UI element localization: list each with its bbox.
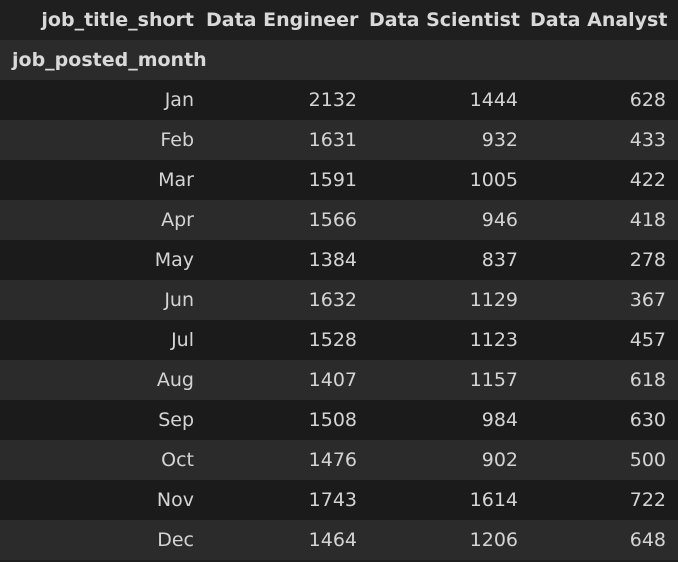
index-header-empty (530, 40, 678, 80)
row-index-label: Nov (0, 480, 206, 520)
cell-data-analyst: 628 (530, 80, 678, 120)
cell-data-analyst: 618 (530, 360, 678, 400)
row-index-label: Feb (0, 120, 206, 160)
row-index-label: Oct (0, 440, 206, 480)
cell-data-analyst: 630 (530, 400, 678, 440)
cell-data-engineer: 1528 (206, 320, 369, 360)
table-row: Nov 1743 1614 722 (0, 480, 678, 520)
cell-data-analyst: 648 (530, 520, 678, 560)
row-index-label: Dec (0, 520, 206, 560)
row-index-label: Jun (0, 280, 206, 320)
table-row: Feb 1631 932 433 (0, 120, 678, 160)
cell-data-analyst: 433 (530, 120, 678, 160)
cell-data-scientist: 1129 (369, 280, 530, 320)
index-header-empty (206, 40, 369, 80)
cell-data-scientist: 1206 (369, 520, 530, 560)
cell-data-engineer: 1591 (206, 160, 369, 200)
cell-data-analyst: 422 (530, 160, 678, 200)
cell-data-analyst: 457 (530, 320, 678, 360)
cell-data-scientist: 902 (369, 440, 530, 480)
table-row: May 1384 837 278 (0, 240, 678, 280)
index-name-label: job_posted_month (0, 40, 206, 80)
row-index-label: Aug (0, 360, 206, 400)
column-header-data-engineer: Data Engineer (206, 0, 369, 40)
column-header-data-scientist: Data Scientist (369, 0, 530, 40)
table-row: Dec 1464 1206 648 (0, 520, 678, 560)
cell-data-scientist: 1614 (369, 480, 530, 520)
cell-data-engineer: 1476 (206, 440, 369, 480)
cell-data-engineer: 1407 (206, 360, 369, 400)
cell-data-engineer: 2132 (206, 80, 369, 120)
index-header-empty (369, 40, 530, 80)
cell-data-engineer: 1508 (206, 400, 369, 440)
cell-data-engineer: 1632 (206, 280, 369, 320)
column-header-row: job_title_short Data Engineer Data Scien… (0, 0, 678, 40)
index-header-row: job_posted_month (0, 40, 678, 80)
table-header: job_title_short Data Engineer Data Scien… (0, 0, 678, 80)
table-row: Mar 1591 1005 422 (0, 160, 678, 200)
row-index-label: Apr (0, 200, 206, 240)
table-row: Apr 1566 946 418 (0, 200, 678, 240)
column-header-data-analyst: Data Analyst (530, 0, 678, 40)
table-row: Sep 1508 984 630 (0, 400, 678, 440)
cell-data-scientist: 932 (369, 120, 530, 160)
table-row: Jul 1528 1123 457 (0, 320, 678, 360)
cell-data-scientist: 984 (369, 400, 530, 440)
cell-data-analyst: 367 (530, 280, 678, 320)
cell-data-engineer: 1743 (206, 480, 369, 520)
table-row: Aug 1407 1157 618 (0, 360, 678, 400)
cell-data-analyst: 278 (530, 240, 678, 280)
cell-data-scientist: 1123 (369, 320, 530, 360)
table-row: Jan 2132 1444 628 (0, 80, 678, 120)
columns-name-label: job_title_short (0, 0, 206, 40)
cell-data-scientist: 946 (369, 200, 530, 240)
table-row: Jun 1632 1129 367 (0, 280, 678, 320)
cell-data-analyst: 500 (530, 440, 678, 480)
row-index-label: Jul (0, 320, 206, 360)
cell-data-scientist: 1157 (369, 360, 530, 400)
cell-data-analyst: 722 (530, 480, 678, 520)
cell-data-scientist: 1444 (369, 80, 530, 120)
cell-data-engineer: 1566 (206, 200, 369, 240)
table-row: Oct 1476 902 500 (0, 440, 678, 480)
row-index-label: Sep (0, 400, 206, 440)
row-index-label: May (0, 240, 206, 280)
cell-data-engineer: 1384 (206, 240, 369, 280)
row-index-label: Mar (0, 160, 206, 200)
cell-data-engineer: 1631 (206, 120, 369, 160)
cell-data-analyst: 418 (530, 200, 678, 240)
table-body: Jan 2132 1444 628 Feb 1631 932 433 Mar 1… (0, 80, 678, 560)
row-index-label: Jan (0, 80, 206, 120)
cell-data-scientist: 837 (369, 240, 530, 280)
cell-data-scientist: 1005 (369, 160, 530, 200)
cell-data-engineer: 1464 (206, 520, 369, 560)
